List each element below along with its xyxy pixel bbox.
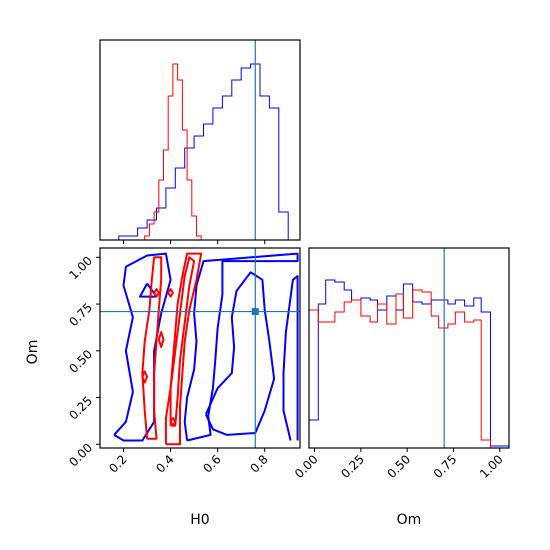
red-contour-line bbox=[153, 288, 160, 298]
om-histogram-frame bbox=[308, 247, 510, 449]
red-contour-line bbox=[157, 331, 165, 349]
x-axis-label-om: Om bbox=[397, 512, 422, 528]
blue-contour-line bbox=[113, 252, 172, 442]
truth-marker bbox=[251, 308, 259, 316]
h0-histogram-series bbox=[109, 63, 289, 241]
blue-contour-line bbox=[204, 271, 276, 436]
om-red-histogram-step bbox=[308, 289, 491, 448]
h0-histogram-x-ticks bbox=[123, 240, 266, 244]
h0-blue-histogram-step bbox=[109, 63, 289, 241]
red-contour-line bbox=[169, 256, 196, 427]
h0-histogram-frame bbox=[99, 39, 301, 241]
red-contour-line bbox=[141, 256, 163, 440]
x-axis-label-h0: H0 bbox=[190, 512, 209, 528]
blue-contour-line bbox=[282, 275, 299, 441]
h0-red-histogram-step bbox=[144, 63, 202, 240]
contour-series bbox=[113, 252, 299, 446]
h0-histogram-panel bbox=[99, 39, 301, 244]
contour-truth-lines bbox=[100, 248, 300, 448]
om-histogram-series bbox=[308, 279, 510, 448]
red-contour-line bbox=[141, 370, 149, 384]
red-contour-line bbox=[169, 417, 177, 427]
y-axis-label-om: Om bbox=[25, 340, 41, 365]
blue-contour-line bbox=[183, 252, 299, 442]
red-contour-line bbox=[167, 288, 174, 298]
contour-frame bbox=[99, 247, 301, 449]
